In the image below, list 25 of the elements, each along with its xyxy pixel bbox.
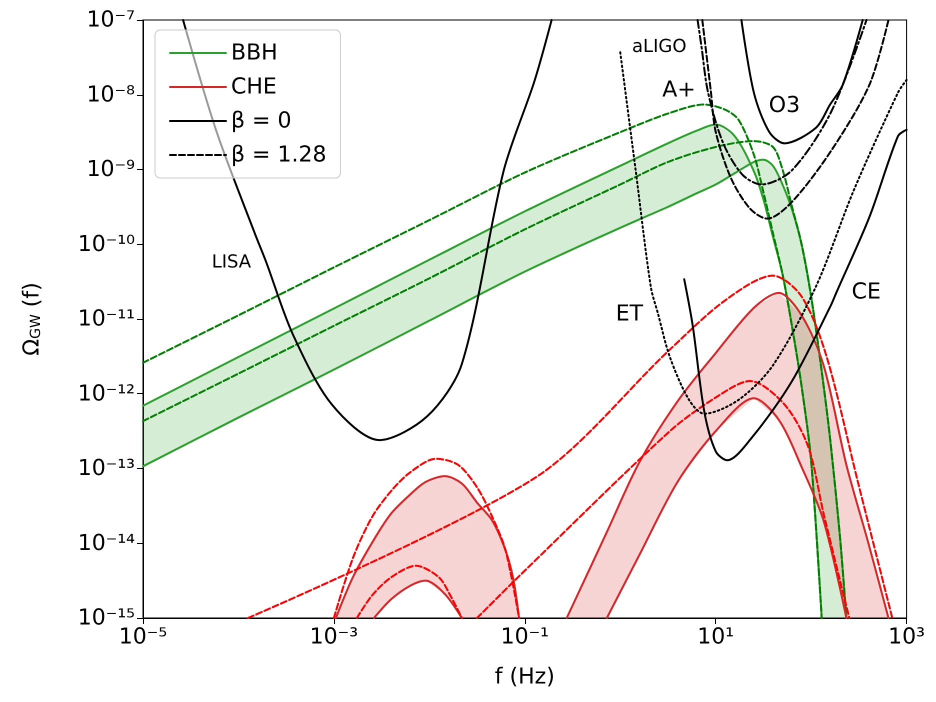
- annotation: O3: [768, 92, 800, 118]
- annotation: A+: [662, 78, 696, 103]
- legend-label: BBH: [231, 40, 278, 66]
- y-tick-label: 10⁻¹²: [78, 381, 135, 406]
- legend-label: CHE: [231, 74, 277, 100]
- x-tick-label: 10¹: [697, 624, 734, 650]
- annotation: aLIGO: [632, 36, 686, 58]
- annotation: ET: [616, 301, 644, 326]
- y-tick-label: 10⁻¹⁴: [78, 530, 136, 556]
- y-tick-label: 10⁻¹³: [78, 456, 135, 481]
- x-tick-label: 10⁻³: [310, 624, 358, 650]
- y-tick-label: 10⁻¹¹: [78, 306, 135, 332]
- x-tick-label: 10⁻¹: [500, 624, 550, 650]
- legend-label: β = 0: [231, 108, 292, 134]
- y-tick-label: 10⁻¹⁰: [78, 232, 136, 257]
- x-tick-label: 10³: [888, 624, 926, 650]
- y-tick-label: 10⁻⁹: [86, 157, 135, 182]
- annotation: LISA: [212, 251, 252, 272]
- annotation: CE: [852, 279, 881, 304]
- y-axis-title: ΩGW (f): [20, 282, 44, 356]
- x-axis-title: f (Hz): [494, 664, 555, 690]
- y-tick-label: 10⁻⁷: [86, 8, 135, 32]
- line-series: [372, 580, 463, 619]
- y-tick-label: 10⁻⁸: [86, 82, 136, 108]
- legend-label: β = 1.28: [231, 142, 326, 168]
